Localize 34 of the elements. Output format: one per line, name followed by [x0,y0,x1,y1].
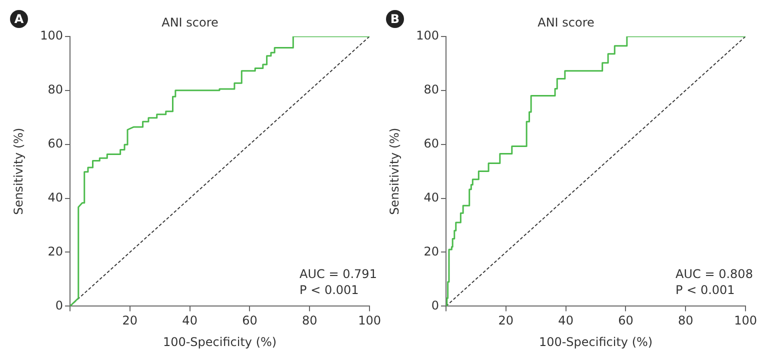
x-tick-label: 100 [358,314,381,328]
y-tick-label: 100 [40,28,63,43]
y-tick-label: 60 [424,136,439,150]
x-axis-title: 100-Specificity (%) [538,334,653,349]
text: B [386,10,404,28]
y-tick-label: 0 [431,298,439,312]
x-tick-label: 20 [122,314,138,328]
chart-title: ANI score [162,15,218,30]
annotation: P < 0.001 [300,283,359,298]
text: A [10,10,28,28]
x-tick-label: 100 [734,314,757,328]
x-tick-label: 60 [242,314,258,328]
y-tick-label: 60 [48,136,63,150]
y-tick-label: 80 [424,82,439,96]
x-tick-label: 40 [558,314,574,328]
y-tick-label: 20 [424,244,439,258]
y-tick-label: 40 [424,190,439,204]
x-tick-label: 60 [618,314,634,328]
x-tick-label: 40 [182,314,198,328]
y-tick-label: 20 [48,244,63,258]
chart-title: ANI score [538,15,594,30]
annotation: P < 0.001 [676,283,735,298]
y-axis-title: Sensitivity (%) [11,128,26,215]
x-tick-label: 80 [302,314,318,328]
annotation: AUC = 0.808 [676,267,753,282]
annotation: AUC = 0.791 [300,267,377,282]
y-tick-label: 100 [416,28,439,43]
y-axis-title: Sensitivity (%) [387,128,402,215]
y-tick-label: 80 [48,82,63,96]
x-tick-label: 20 [498,314,514,328]
x-axis-title: 100-Specificity (%) [162,334,277,349]
y-tick-label: 40 [48,190,63,204]
x-tick-label: 80 [678,314,694,328]
y-tick-label: 0 [55,298,63,312]
